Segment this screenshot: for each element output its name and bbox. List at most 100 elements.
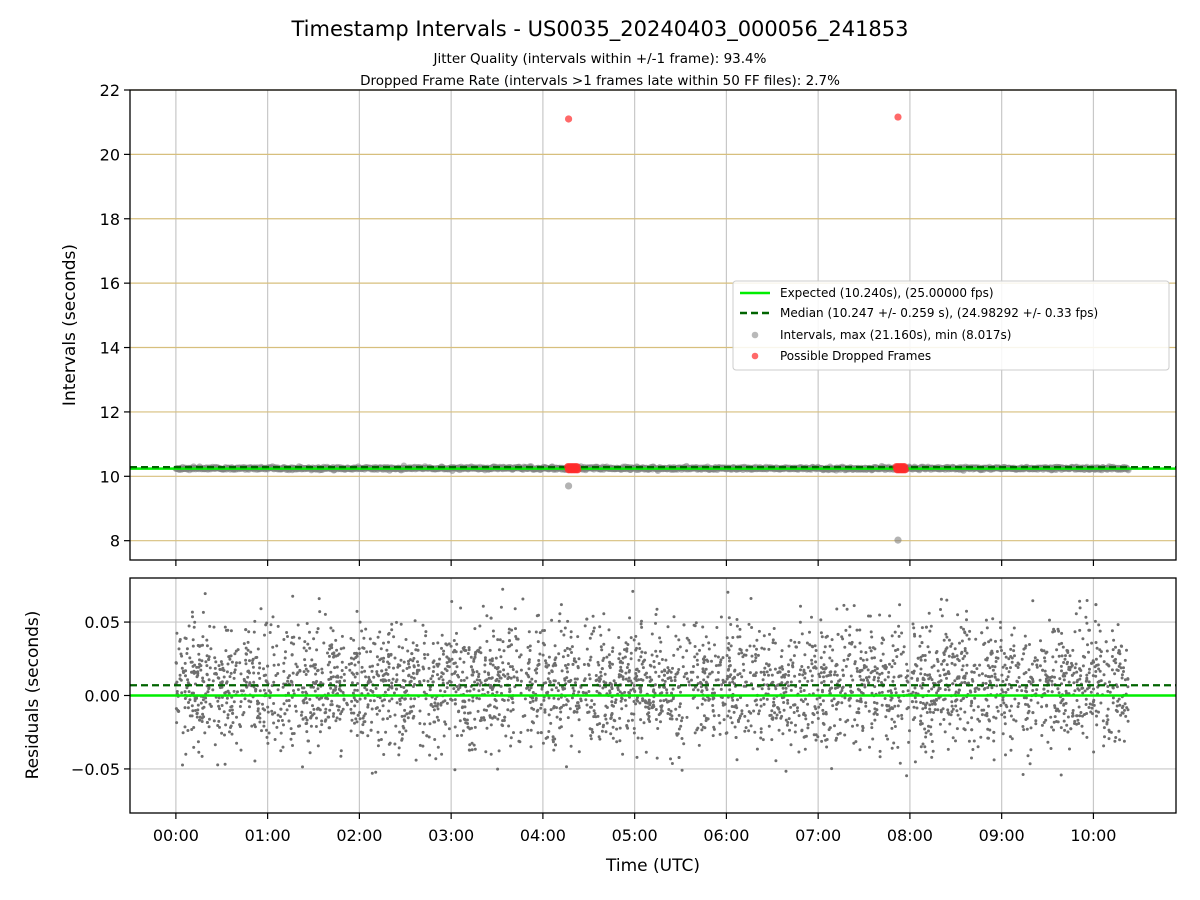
residual-point [640, 619, 643, 623]
residual-point [588, 658, 592, 662]
residual-point [185, 652, 189, 655]
residual-point [353, 721, 356, 725]
residual-point [728, 681, 732, 685]
residual-point [207, 725, 211, 729]
residual-point [317, 697, 321, 701]
residual-point [704, 719, 708, 723]
residual-point [410, 675, 413, 679]
residual-point [913, 686, 917, 690]
residual-point [316, 627, 320, 631]
residual-point [341, 707, 345, 711]
residual-point [1123, 702, 1127, 706]
residual-point [890, 726, 894, 730]
residual-point [872, 678, 876, 682]
residual-point [667, 699, 671, 703]
residual-point [799, 690, 803, 693]
residual-point [279, 749, 283, 753]
residual-point [1013, 697, 1017, 701]
residual-point [1099, 654, 1103, 658]
residual-point [901, 690, 905, 694]
residual-point [197, 652, 201, 656]
residual-point [1077, 688, 1081, 692]
residual-point [1111, 696, 1115, 700]
residual-point [473, 717, 477, 721]
residual-point [403, 708, 407, 712]
residual-point [587, 663, 591, 667]
residual-point [1044, 673, 1048, 677]
residual-point [799, 668, 802, 672]
residual-point [475, 696, 479, 700]
residual-point [962, 727, 966, 731]
residual-point [924, 706, 927, 710]
residual-point [492, 634, 496, 638]
residual-point [515, 670, 519, 674]
residual-point [816, 717, 820, 720]
residual-point [598, 722, 602, 726]
residual-point [185, 647, 189, 651]
residual-point [714, 664, 718, 668]
residual-point [455, 642, 459, 646]
residual-point [465, 676, 469, 680]
residual-point [191, 638, 195, 642]
residual-point [759, 727, 763, 731]
residual-point [1108, 680, 1111, 684]
residual-point [589, 734, 593, 738]
residual-point [1116, 699, 1120, 703]
residual-point [672, 615, 676, 619]
residual-point [638, 701, 642, 705]
residual-point [774, 716, 778, 720]
residual-point [335, 648, 339, 652]
residual-point [471, 668, 475, 672]
residual-point [453, 698, 457, 702]
residual-point [387, 662, 391, 666]
residual-point [570, 734, 574, 738]
residual-point [459, 679, 463, 682]
residual-point [677, 727, 681, 731]
residual-point [443, 667, 447, 671]
residual-point [861, 658, 865, 662]
residual-point [416, 660, 419, 664]
residual-point [352, 657, 356, 661]
residual-point [876, 679, 880, 683]
residual-point [791, 664, 794, 667]
residual-point [969, 704, 973, 708]
residual-point [678, 705, 682, 709]
residual-point [444, 722, 448, 726]
residual-point [302, 646, 306, 650]
residual-point [566, 670, 569, 674]
residual-point [450, 600, 454, 603]
residual-point [312, 707, 316, 711]
residual-point [1012, 718, 1016, 722]
residual-point [754, 671, 758, 675]
residual-point [677, 668, 681, 671]
residual-point [337, 708, 340, 712]
residual-point [907, 740, 911, 744]
residual-point [228, 709, 232, 712]
residual-point [563, 626, 567, 630]
residual-point [1053, 629, 1057, 633]
residual-point [483, 663, 487, 667]
residual-point [767, 647, 771, 651]
residual-point [774, 759, 778, 763]
residual-point [291, 594, 295, 598]
residual-point [669, 699, 673, 703]
residual-point [432, 708, 436, 712]
residual-point [906, 674, 909, 678]
residual-point [445, 661, 449, 665]
residual-point [657, 713, 661, 717]
residual-point [501, 719, 505, 723]
residual-point [315, 679, 319, 683]
residual-point [680, 716, 684, 720]
residual-point [534, 696, 538, 700]
residual-point [817, 705, 821, 709]
residual-point [994, 660, 998, 663]
residual-point [1090, 641, 1094, 645]
residual-point [992, 739, 996, 743]
residual-point [318, 610, 322, 614]
residual-point [213, 672, 217, 676]
residual-point [806, 726, 810, 730]
residual-point [1040, 705, 1044, 709]
residual-point [1023, 646, 1027, 650]
residual-point [204, 696, 208, 700]
residual-point [823, 667, 827, 671]
